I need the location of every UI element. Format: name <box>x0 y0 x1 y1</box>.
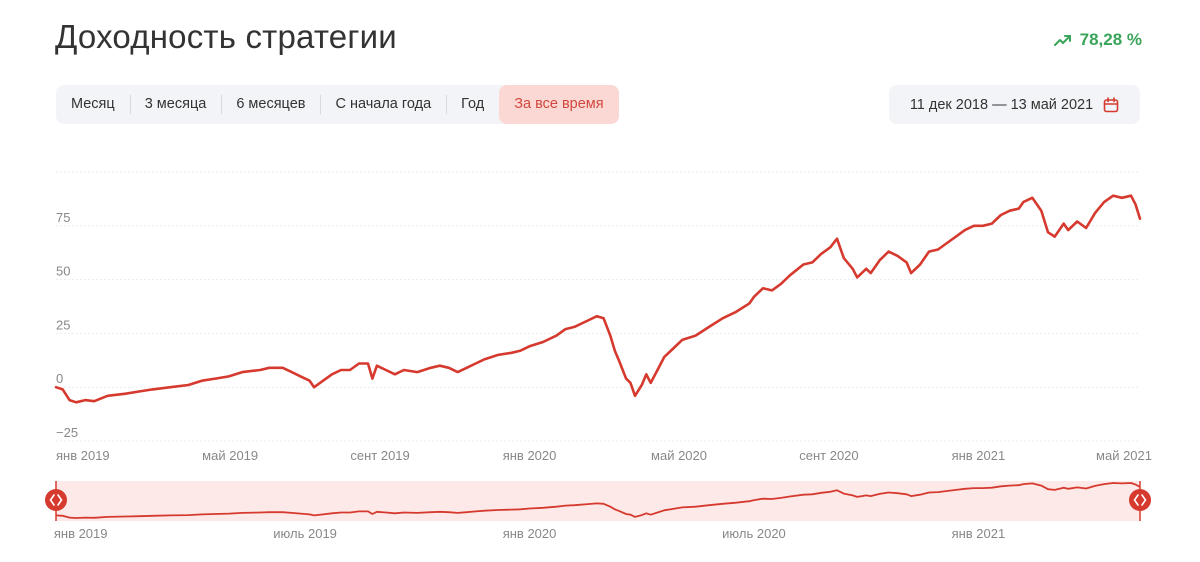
navigator-line <box>55 482 1141 519</box>
x-tick-label: янв 2019 <box>56 448 110 463</box>
x-tick-label: май 2021 <box>1096 448 1152 463</box>
period-3-months-button[interactable]: 3 месяца <box>129 85 222 124</box>
navigator-tick-label: июль 2019 <box>273 526 337 541</box>
period-6-months-button[interactable]: 6 месяцев <box>221 85 320 124</box>
x-tick-label: май 2020 <box>651 448 707 463</box>
calendar-icon <box>1103 96 1119 112</box>
range-navigator[interactable] <box>45 481 1151 521</box>
navigator-tick-label: янв 2021 <box>952 526 1006 541</box>
page-title: Доходность стратегии <box>55 18 397 55</box>
x-tick-label: май 2019 <box>202 448 258 463</box>
date-range-picker[interactable]: 11 дек 2018 — 13 май 2021 <box>889 85 1140 124</box>
x-tick-label: сент 2019 <box>350 448 409 463</box>
navigator-right-handle[interactable] <box>1129 481 1151 521</box>
date-range-label: 11 дек 2018 — 13 май 2021 <box>909 96 1094 113</box>
y-tick-label: −25 <box>56 425 78 440</box>
y-tick-label: 25 <box>56 317 70 332</box>
x-tick-label: янв 2020 <box>503 448 557 463</box>
drag-handle-icon <box>49 494 63 506</box>
trend-up-icon <box>1053 35 1071 46</box>
total-return: 78,28 % <box>1053 30 1142 50</box>
y-tick-label: 75 <box>56 210 70 225</box>
y-tick-label: 50 <box>56 264 70 279</box>
y-tick-label: 0 <box>56 371 63 386</box>
x-tick-label: сент 2020 <box>799 448 858 463</box>
returns-line <box>54 194 1142 404</box>
total-return-value: 78,28 % <box>1079 30 1142 49</box>
navigator-tick-label: июль 2020 <box>722 526 786 541</box>
drag-handle-icon <box>1133 494 1147 506</box>
chart-grid <box>56 171 1140 442</box>
y-axis: 75 50 25 0 −25 <box>56 210 78 440</box>
x-tick-label: янв 2021 <box>952 448 1006 463</box>
navigator-tick-label: янв 2020 <box>503 526 557 541</box>
navigator-axis: янв 2019 июль 2019 янв 2020 июль 2020 янв 20… <box>54 526 1005 541</box>
period-month-button[interactable]: Месяц <box>71 96 115 112</box>
navigator-tick-label: янв 2019 <box>54 526 108 541</box>
period-ytd-button[interactable]: С начала года <box>320 85 446 124</box>
period-selector: Месяц 3 месяца 6 месяцев С начала года Г… <box>56 85 619 124</box>
navigator-left-handle[interactable] <box>45 481 67 521</box>
period-year-button[interactable]: Год <box>446 85 499 124</box>
x-axis: янв 2019 май 2019 сент 2019 янв 2020 май 202… <box>56 448 1152 463</box>
period-all-time-button[interactable]: За все время <box>499 85 619 124</box>
navigator-selected-range[interactable] <box>56 481 1140 521</box>
